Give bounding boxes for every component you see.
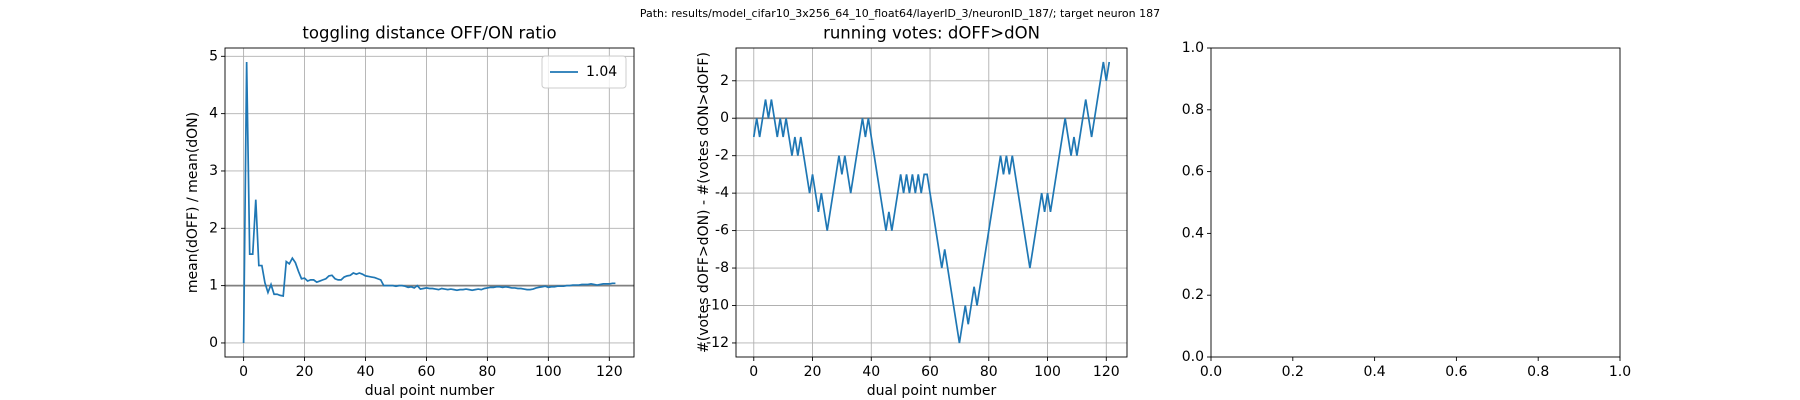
- x-tick-label: 100: [1034, 364, 1061, 380]
- x-tick-label: 120: [596, 364, 623, 380]
- chart-title: running votes: dOFF>dON: [823, 24, 1040, 43]
- y-tick-label: -12: [706, 335, 729, 351]
- y-tick-label: -8: [715, 260, 729, 276]
- x-tick-label: 20: [296, 364, 314, 380]
- y-tick-label: 0.8: [1182, 102, 1204, 118]
- x-tick-label: 60: [418, 364, 436, 380]
- y-tick-label: 1: [209, 278, 218, 294]
- x-axis-label: dual point number: [867, 383, 997, 399]
- y-tick-label: 2: [720, 73, 729, 89]
- y-tick-label: 4: [209, 106, 218, 122]
- x-tick-label: 40: [357, 364, 375, 380]
- y-tick-label: 0.0: [1182, 349, 1204, 365]
- x-tick-label: 100: [535, 364, 562, 380]
- data-line: [242, 62, 616, 343]
- x-tick-label: 120: [1093, 364, 1120, 380]
- x-tick-label: 40: [862, 364, 880, 380]
- x-tick-label: 60: [921, 364, 939, 380]
- y-axis-label: mean(dOFF) / mean(dON): [185, 112, 201, 293]
- y-tick-label: -2: [715, 148, 729, 164]
- plot-area: [1211, 48, 1620, 357]
- axes: 0.0 0.2 0.4 0.6 0.8 1.0 0.0 0.2 0.4 0.6 0.8 1.0: [1182, 40, 1631, 380]
- x-tick-label: 0.0: [1200, 364, 1222, 380]
- y-tick-label: 0.6: [1182, 164, 1204, 180]
- y-tick-label: -10: [706, 298, 729, 314]
- y-tick-label: 5: [209, 48, 218, 64]
- axes: 0 20 40 60 80 100 120 -12 -10 -8 -6 -4 -2 0 2 running v…: [696, 24, 1128, 399]
- x-tick-label: 0.2: [1282, 364, 1304, 380]
- y-tick-label: 0.2: [1182, 287, 1204, 303]
- suptitle: Path: results/model_cifar10_3x256_64_10_…: [640, 7, 1160, 20]
- x-tick-label: 0.6: [1445, 364, 1467, 380]
- y-tick-label: 0.4: [1182, 225, 1204, 241]
- x-tick-label: 0: [749, 364, 758, 380]
- axes-frame: [224, 47, 635, 358]
- x-tick-label: 0.8: [1527, 364, 1549, 380]
- y-tick-label: 0: [209, 335, 218, 351]
- legend-box: [541, 55, 627, 89]
- data-line: [752, 61, 1111, 344]
- x-tick-label: 1.0: [1609, 364, 1631, 380]
- chart-title: toggling distance OFF/ON ratio: [302, 24, 556, 43]
- y-tick-label: -4: [715, 185, 729, 201]
- x-tick-label: 0: [239, 364, 248, 380]
- axes-frame: [1210, 47, 1621, 358]
- axes-frame: [735, 47, 1128, 358]
- x-tick-label: 80: [478, 364, 496, 380]
- y-axis-label: #(votes dOFF>dON) - #(votes dON>dOFF): [696, 52, 712, 353]
- plot-area: [225, 48, 634, 357]
- y-tick-label: 3: [209, 163, 218, 179]
- y-tick-label: 2: [209, 220, 218, 236]
- y-tick-label: 1.0: [1182, 40, 1204, 56]
- axes: 0 20 40 60 80 100 120 0 1 2 3 4 5 toggling distance O…: [185, 24, 635, 399]
- y-tick-label: 0: [720, 110, 729, 126]
- x-tick-label: 80: [980, 364, 998, 380]
- x-axis-label: dual point number: [365, 383, 495, 399]
- y-tick-label: -6: [715, 223, 729, 239]
- legend-label: 1.04: [586, 64, 617, 80]
- x-tick-label: 20: [804, 364, 822, 380]
- x-tick-label: 0.4: [1363, 364, 1385, 380]
